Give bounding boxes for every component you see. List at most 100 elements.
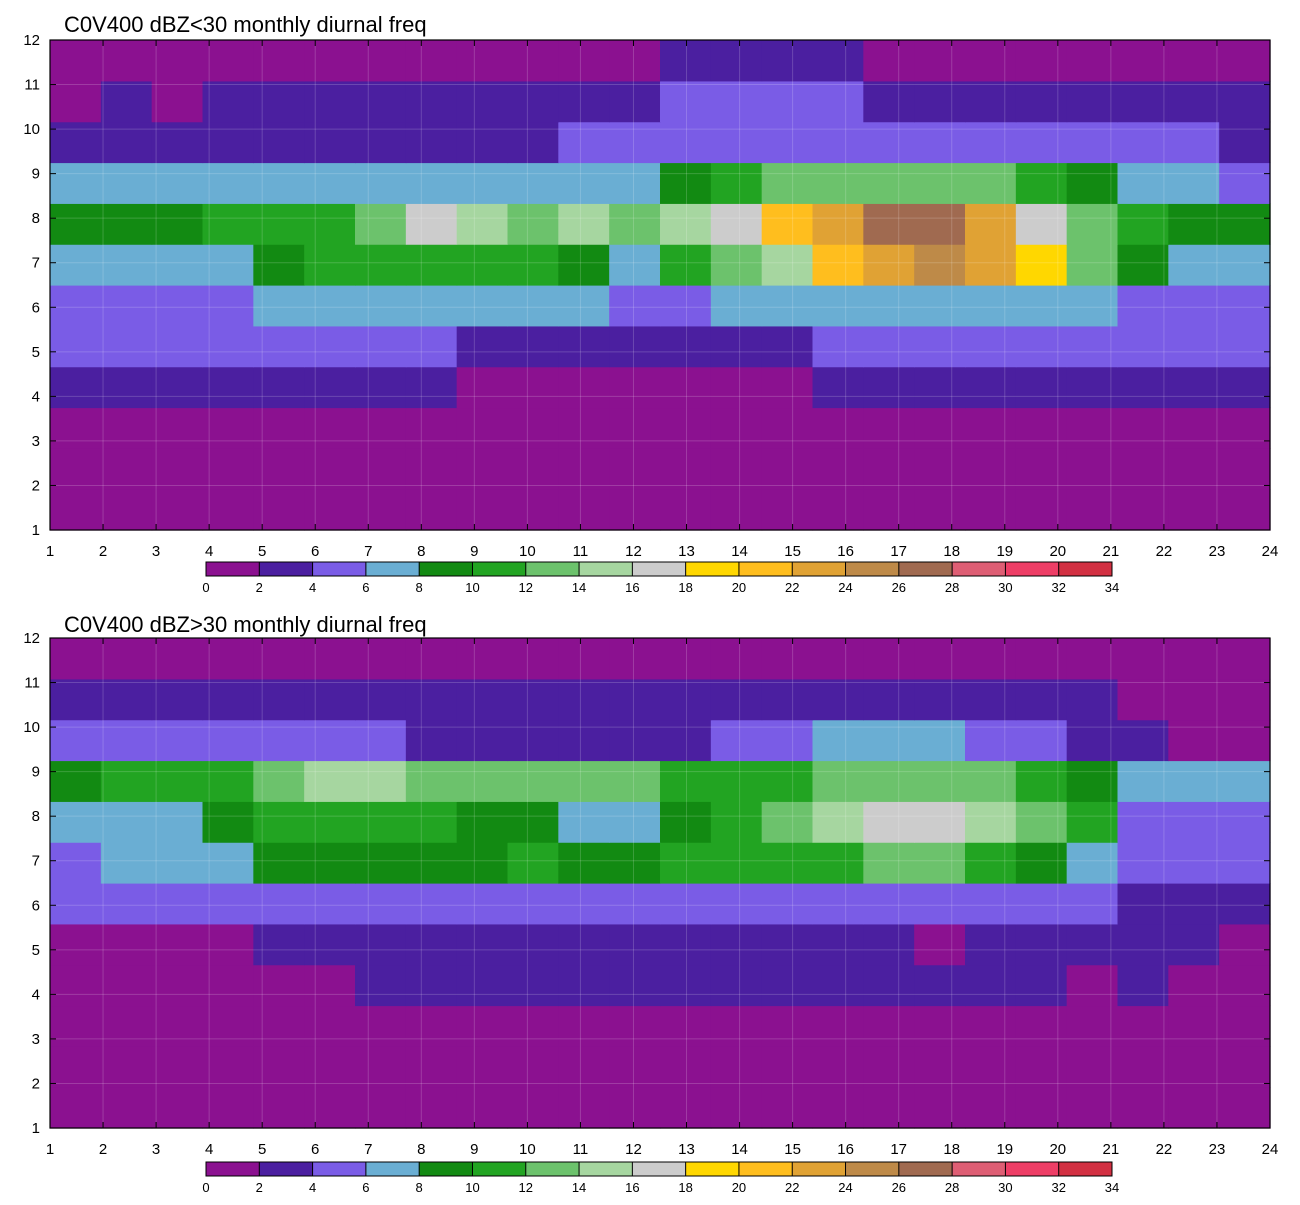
heatmap-cell (1015, 1046, 1068, 1088)
heatmap-cell (965, 923, 1017, 966)
heatmap-cell (304, 923, 356, 966)
heatmap-cell (812, 80, 864, 123)
heatmap-cell (812, 1046, 864, 1088)
heatmap-cell (151, 801, 204, 843)
heatmap-cell (1015, 285, 1068, 327)
heatmap-cell (1168, 719, 1220, 762)
heatmap-cell (355, 203, 407, 245)
colorbar-swatch (845, 1162, 900, 1176)
x-tick-label: 14 (731, 1141, 748, 1158)
heatmap-cell (1066, 203, 1119, 245)
colorbar-swatch (1005, 562, 1060, 576)
heatmap-cell (151, 448, 204, 490)
heatmap-cell (863, 285, 915, 327)
heatmap-cell (660, 121, 712, 164)
heatmap-cell (1015, 760, 1068, 802)
x-tick-label: 12 (625, 543, 642, 560)
heatmap-cell (609, 923, 661, 966)
heatmap-cell (405, 801, 458, 843)
heatmap-cell (405, 1005, 458, 1047)
heatmap-cell (660, 964, 712, 1007)
heatmap-cell (863, 923, 915, 966)
heatmap-cell (761, 1046, 814, 1088)
heatmap-cell (761, 407, 814, 449)
heatmap-cell (456, 489, 509, 531)
x-tick-label: 5 (258, 543, 266, 560)
heatmap-cell (355, 80, 407, 123)
heatmap-cell (355, 121, 407, 164)
colorbar-swatch (1058, 562, 1113, 576)
heatmap-cell (965, 448, 1017, 490)
heatmap-cell (202, 366, 254, 409)
x-tick-label: 4 (205, 1141, 213, 1158)
heatmap-cell (660, 760, 712, 802)
heatmap-cell (100, 325, 153, 368)
heatmap-cell (965, 801, 1017, 843)
x-tick-label: 1 (46, 1141, 54, 1158)
heatmap-cell (863, 40, 915, 82)
heatmap-cell (355, 883, 407, 925)
heatmap-cell (609, 964, 661, 1007)
heatmap-cell (202, 325, 254, 368)
y-tick-label: 5 (32, 942, 40, 959)
x-tick-label: 9 (470, 1141, 478, 1158)
heatmap-cell (965, 203, 1017, 245)
colorbar-tick-label: 24 (838, 1180, 852, 1195)
heatmap-cell (405, 842, 458, 884)
x-tick-label: 8 (417, 543, 425, 560)
heatmap-cell (405, 638, 458, 680)
heatmap-cell (456, 325, 509, 368)
heatmap-cell (609, 842, 661, 884)
heatmap-cell (456, 760, 509, 802)
heatmap-cell (355, 842, 407, 884)
heatmap-cell (965, 760, 1017, 802)
heatmap-cell (812, 638, 864, 680)
colorbar-tick-label: 28 (945, 580, 959, 595)
heatmap-cell (1066, 964, 1119, 1007)
x-tick-label: 6 (311, 543, 319, 560)
colorbar-tick-label: 18 (678, 1180, 692, 1195)
heatmap-cell (710, 162, 763, 204)
heatmap-cell (1015, 964, 1068, 1007)
heatmap-cell (761, 80, 814, 123)
heatmap-cell (100, 964, 153, 1007)
heatmap-cell (710, 1046, 763, 1088)
heatmap-cell (507, 325, 559, 368)
heatmap-cell (1219, 325, 1271, 368)
heatmap-cell (1117, 1005, 1169, 1047)
heatmap-cell (507, 1087, 559, 1129)
heatmap-cell (304, 678, 356, 721)
heatmap-cell (609, 489, 661, 531)
heatmap-cell (558, 162, 610, 204)
heatmap-cell (456, 842, 509, 884)
heatmap-cell (253, 244, 305, 286)
heatmap-cell (1066, 923, 1119, 966)
x-tick-label: 23 (1209, 1141, 1226, 1158)
heatmap-cell (812, 40, 864, 82)
heatmap-cell (355, 366, 407, 409)
heatmap-cell (660, 801, 712, 843)
heatmap-cell (761, 1005, 814, 1047)
heatmap-cell (609, 162, 661, 204)
heatmap-cell (1168, 121, 1220, 164)
colorbar-swatch (206, 1162, 260, 1176)
heatmap-cell (1117, 923, 1169, 966)
heatmap-cell (1066, 760, 1119, 802)
heatmap-cell (558, 801, 610, 843)
x-tick-label: 20 (1049, 543, 1066, 560)
heatmap-cell (507, 719, 559, 762)
heatmap-cell (1168, 1087, 1220, 1129)
heatmap-cell (50, 325, 102, 368)
colorbar-swatch (472, 562, 527, 576)
y-tick-label: 8 (32, 210, 40, 227)
heatmap-cell (1015, 923, 1068, 966)
heatmap-cell (50, 80, 102, 123)
heatmap-cell (304, 1046, 356, 1088)
colorbar-swatch (1005, 1162, 1060, 1176)
colorbar: 0 2 4 6 8 10 12 14 16 18 20 22 24 26 28 30 32 34 (202, 561, 1119, 595)
heatmap-cell (1168, 1005, 1220, 1047)
heatmap-cell (1015, 80, 1068, 123)
x-tick-label: 2 (99, 1141, 107, 1158)
heatmap-cell (50, 1046, 102, 1088)
